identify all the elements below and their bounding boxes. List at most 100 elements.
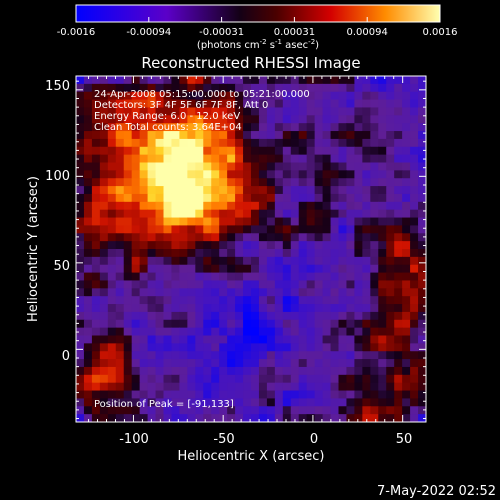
image-pixel bbox=[99, 115, 109, 124]
image-pixel bbox=[76, 186, 85, 195]
image-pixel bbox=[139, 217, 149, 227]
image-pixel bbox=[195, 366, 204, 376]
image-pixel bbox=[338, 76, 348, 85]
image-pixel bbox=[298, 138, 308, 148]
image-pixel bbox=[386, 311, 395, 321]
image-pixel bbox=[147, 288, 157, 297]
plot-title: Reconstructed RHESSI Image bbox=[141, 54, 360, 72]
image-pixel bbox=[410, 335, 419, 344]
image-pixel bbox=[139, 335, 149, 344]
image-pixel bbox=[91, 256, 101, 266]
image-pixel bbox=[123, 374, 133, 384]
image-pixel bbox=[306, 115, 316, 124]
image-pixel bbox=[203, 280, 212, 289]
image-pixel bbox=[235, 398, 244, 407]
image-pixel bbox=[378, 154, 387, 164]
image-pixel bbox=[147, 406, 157, 415]
image-pixel bbox=[115, 186, 125, 195]
image-pixel bbox=[354, 170, 363, 179]
image-pixel bbox=[314, 374, 324, 384]
image-pixel bbox=[235, 256, 244, 266]
image-pixel bbox=[386, 186, 395, 195]
image-pixel bbox=[211, 170, 220, 179]
image-pixel bbox=[115, 99, 125, 109]
image-pixel bbox=[91, 280, 101, 289]
image-pixel bbox=[187, 296, 196, 305]
image-pixel bbox=[147, 99, 157, 109]
image-pixel bbox=[187, 351, 196, 360]
image-pixel bbox=[282, 154, 292, 164]
image-pixel bbox=[243, 327, 252, 337]
image-pixel bbox=[370, 233, 379, 242]
image-pixel bbox=[346, 154, 355, 164]
image-pixel bbox=[330, 366, 340, 376]
image-pixel bbox=[346, 288, 355, 297]
image-pixel bbox=[346, 296, 355, 305]
image-pixel bbox=[155, 374, 165, 384]
image-pixel bbox=[378, 241, 387, 250]
image-pixel bbox=[378, 280, 387, 289]
image-pixel bbox=[107, 241, 117, 250]
image-pixel bbox=[115, 146, 125, 156]
image-pixel bbox=[394, 319, 403, 329]
image-pixel bbox=[131, 91, 141, 101]
image-pixel bbox=[211, 146, 220, 156]
image-pixel bbox=[290, 327, 300, 337]
image-pixel bbox=[290, 351, 300, 360]
image-pixel bbox=[394, 193, 403, 203]
image-pixel bbox=[107, 343, 117, 352]
image-pixel bbox=[99, 351, 109, 360]
image-pixel bbox=[91, 178, 101, 187]
image-pixel bbox=[410, 366, 419, 376]
image-pixel bbox=[107, 414, 117, 422]
image-pixel bbox=[123, 366, 133, 376]
image-pixel bbox=[298, 233, 308, 242]
image-pixel bbox=[330, 256, 340, 266]
image-pixel bbox=[99, 217, 109, 227]
image-pixel bbox=[227, 193, 236, 203]
image-pixel bbox=[115, 91, 125, 101]
image-pixel bbox=[258, 186, 268, 195]
image-pixel bbox=[322, 390, 332, 400]
image-pixel bbox=[211, 272, 220, 282]
image-pixel bbox=[282, 366, 292, 376]
image-pixel bbox=[179, 327, 188, 337]
image-pixel bbox=[378, 319, 387, 329]
image-pixel bbox=[91, 83, 101, 93]
image-pixel bbox=[243, 288, 252, 297]
image-pixel bbox=[131, 398, 141, 407]
image-pixel bbox=[179, 225, 188, 234]
image-pixel bbox=[306, 366, 316, 376]
image-pixel bbox=[115, 406, 125, 415]
image-pixel bbox=[346, 406, 355, 415]
image-pixel bbox=[99, 249, 109, 258]
image-pixel bbox=[354, 359, 363, 368]
image-pixel bbox=[394, 99, 403, 109]
image-pixel bbox=[354, 154, 363, 164]
image-pixel bbox=[362, 138, 371, 148]
image-pixel bbox=[155, 351, 165, 360]
image-pixel bbox=[338, 319, 348, 329]
image-pixel bbox=[203, 351, 212, 360]
image-pixel bbox=[131, 414, 141, 422]
image-pixel bbox=[282, 296, 292, 305]
image-pixel bbox=[235, 288, 244, 297]
image-pixel bbox=[386, 154, 395, 164]
image-pixel bbox=[235, 327, 244, 337]
image-pixel bbox=[266, 327, 276, 337]
image-pixel bbox=[243, 280, 252, 289]
image-pixel bbox=[179, 256, 188, 266]
image-pixel bbox=[394, 256, 403, 266]
image-pixel bbox=[107, 335, 117, 344]
image-pixel bbox=[179, 193, 188, 203]
image-pixel bbox=[123, 272, 133, 282]
image-pixel bbox=[370, 288, 379, 297]
image-pixel bbox=[139, 209, 149, 219]
image-pixel bbox=[139, 146, 149, 156]
image-pixel bbox=[115, 201, 125, 211]
image-pixel bbox=[394, 154, 403, 164]
image-pixel bbox=[131, 366, 141, 376]
image-pixel bbox=[83, 327, 93, 337]
image-pixel bbox=[282, 382, 292, 392]
image-pixel bbox=[76, 272, 85, 282]
